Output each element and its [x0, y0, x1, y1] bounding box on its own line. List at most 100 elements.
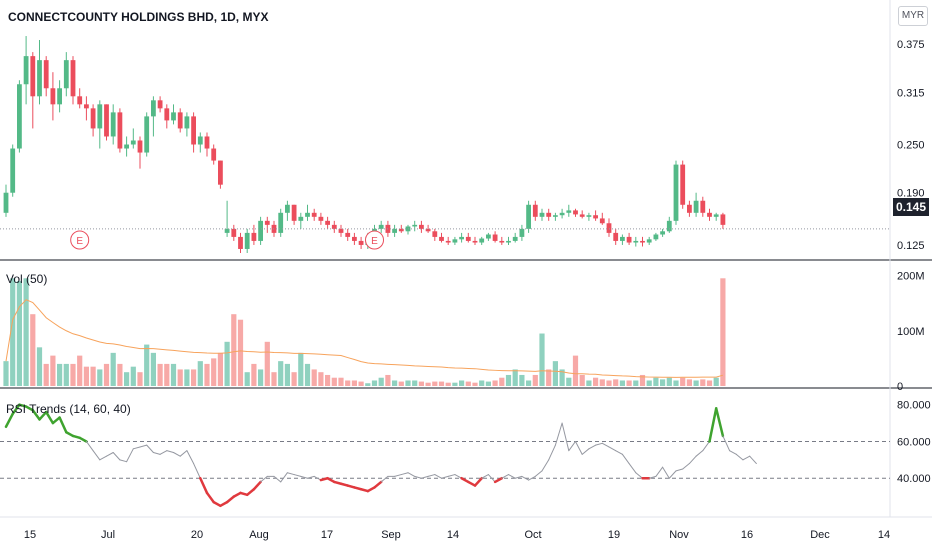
candle-body: [532, 204, 538, 217]
rsi-segment: [11, 403, 21, 416]
candle-body: [472, 240, 478, 243]
candle-body: [640, 240, 645, 243]
volume-bar: [539, 333, 545, 386]
candle-body: [593, 215, 598, 219]
price-tick-label: 0.315: [897, 87, 925, 99]
volume-bar: [586, 380, 592, 386]
volume-bar: [485, 381, 491, 386]
rsi-segment: [568, 440, 576, 452]
rsi-segment: [273, 475, 282, 483]
candle-body: [10, 148, 16, 193]
rsi-segment: [193, 463, 201, 479]
candle-body: [338, 228, 344, 233]
candle-body: [499, 240, 505, 243]
candle-body: [77, 96, 83, 105]
rsi-segment: [38, 410, 48, 421]
candle-body: [218, 160, 223, 185]
candle-body: [130, 140, 136, 145]
volume-bar: [224, 341, 230, 386]
rsi-segment: [286, 472, 295, 476]
volume-bar: [505, 374, 512, 386]
volume-bar: [211, 358, 217, 386]
volume-bar: [144, 344, 150, 386]
volume-bar: [405, 380, 411, 386]
rsi-segment: [635, 472, 643, 479]
volume-bar: [526, 380, 532, 386]
rsi-segment: [132, 446, 141, 450]
volume-bar: [237, 319, 244, 386]
rsi-segment: [722, 435, 731, 452]
rsi-segment: [232, 491, 242, 498]
rsi-segment: [434, 474, 442, 479]
rsi-segment: [51, 416, 61, 425]
rsi-tick-label: 40.000: [897, 473, 931, 485]
price-tick-label: 0.190: [897, 188, 925, 200]
volume-bar: [103, 363, 110, 386]
volume-bar: [613, 379, 619, 386]
rsi-segment: [541, 459, 550, 472]
volume-tick-label: 200M: [897, 271, 925, 283]
volume-bar: [50, 355, 56, 386]
rsi-segment: [675, 468, 684, 472]
candle-body: [3, 192, 9, 213]
volume-bar: [124, 372, 130, 386]
rsi-segment: [44, 410, 55, 425]
volume-bar: [465, 381, 471, 386]
rsi-segment: [548, 444, 556, 461]
volume-bar: [633, 380, 639, 386]
candle-body: [666, 220, 672, 232]
candle-body: [700, 200, 706, 213]
candle-body: [660, 231, 665, 235]
volume-bar: [271, 372, 277, 386]
rsi-segment: [205, 491, 215, 504]
rsi-segment: [615, 450, 623, 455]
rsi-segment: [159, 450, 168, 455]
currency-button[interactable]: MYR: [898, 6, 928, 26]
candle-body: [144, 116, 150, 153]
candle-body: [251, 232, 257, 241]
volume-bar: [566, 377, 572, 386]
candle-body: [244, 232, 250, 249]
time-tick-label: Jul: [101, 529, 115, 541]
volume-bar: [251, 363, 257, 386]
price-tick-label: 0.125: [897, 240, 925, 252]
candle-body: [358, 240, 364, 245]
rsi-segment: [601, 442, 610, 448]
candle-body: [626, 236, 632, 243]
volume-bar: [579, 374, 585, 386]
rsi-segment: [521, 475, 530, 481]
rsi-segment: [554, 422, 563, 446]
rsi-segment: [152, 452, 161, 455]
volume-bar: [217, 352, 223, 386]
volume-bar: [425, 382, 431, 386]
volume-bar: [197, 361, 203, 386]
time-tick-label: 15: [24, 529, 36, 541]
candle-body: [43, 60, 49, 89]
rsi-segment: [481, 474, 489, 479]
rsi-segment: [441, 475, 449, 479]
rsi-segment: [199, 476, 209, 495]
candle-body: [97, 104, 103, 129]
candle-body: [412, 224, 418, 227]
time-tick-label: Aug: [249, 529, 269, 541]
candle-body: [526, 204, 531, 229]
candle-body: [50, 88, 56, 105]
candle-body: [479, 238, 485, 243]
rsi-segment: [508, 474, 516, 479]
candle-body: [673, 164, 679, 221]
candle-body: [238, 236, 243, 249]
candle-body: [398, 228, 404, 232]
time-tick-label: Dec: [810, 529, 830, 541]
earnings-marker: [365, 230, 384, 250]
volume-bar: [438, 381, 445, 386]
rsi-segment: [179, 450, 188, 457]
volume-bar: [606, 380, 612, 386]
candle-body: [633, 240, 639, 243]
volume-bar: [43, 363, 49, 386]
volume-bar: [117, 363, 123, 386]
candle-body: [432, 231, 438, 237]
volume-bar: [459, 380, 465, 386]
candle-body: [506, 240, 511, 243]
candle-body: [104, 104, 109, 137]
